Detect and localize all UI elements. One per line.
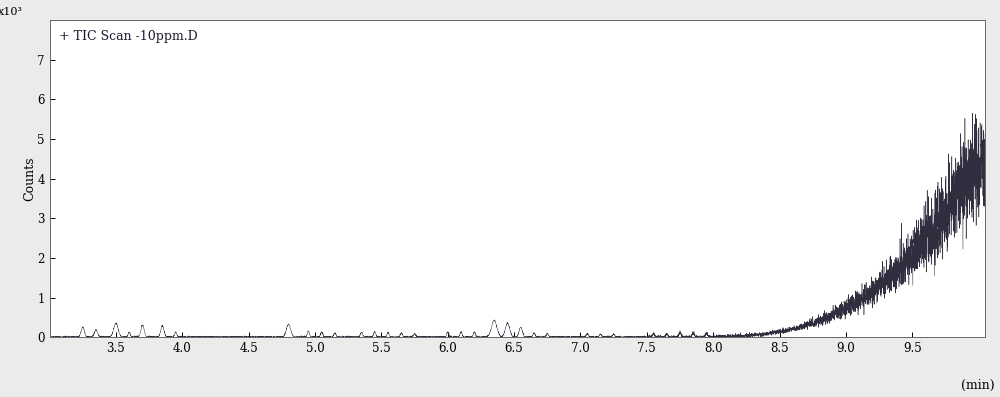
- Y-axis label: Counts: Counts: [23, 156, 36, 201]
- Text: x10³: x10³: [0, 7, 23, 17]
- Text: (min): (min): [961, 379, 995, 391]
- Text: + TIC Scan -10ppm.D: + TIC Scan -10ppm.D: [59, 29, 198, 42]
